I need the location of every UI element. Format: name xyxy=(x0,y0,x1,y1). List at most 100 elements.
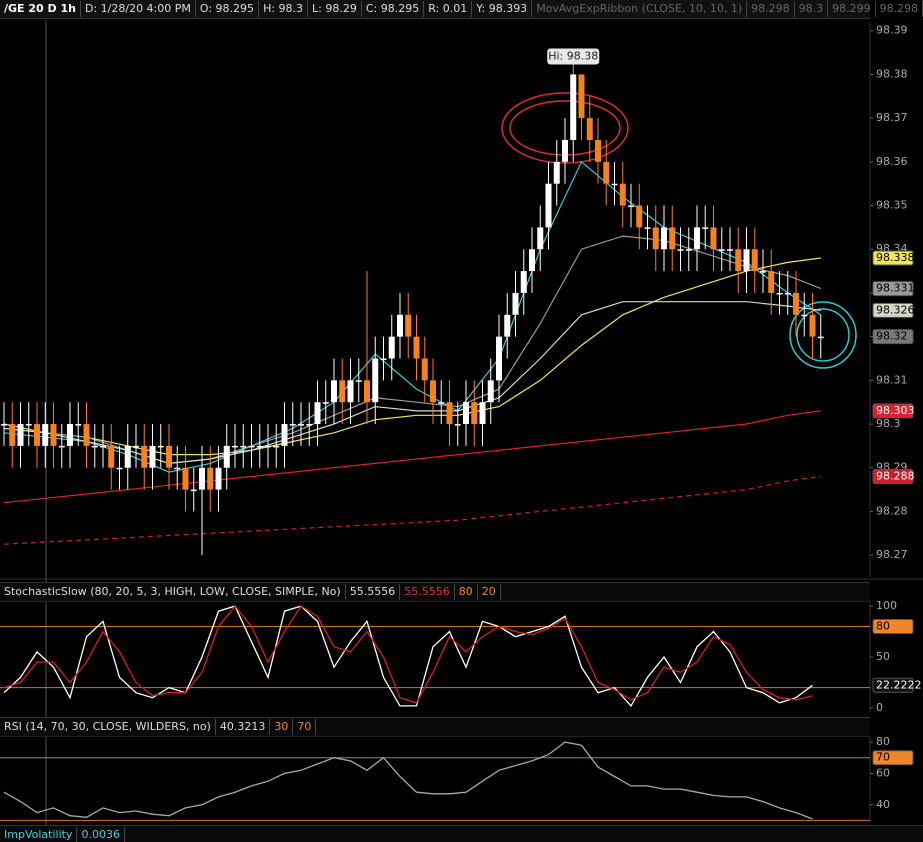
candle-body xyxy=(751,249,758,272)
moving-average xyxy=(3,301,821,465)
candle-body xyxy=(545,183,552,228)
candle-body xyxy=(149,445,156,468)
candle-body xyxy=(157,445,164,448)
readout: 0.0036 xyxy=(77,827,125,842)
y-tick-label: 98.31 xyxy=(876,373,908,386)
candle-body xyxy=(322,402,329,404)
candle-body xyxy=(743,249,750,272)
candle-body xyxy=(537,227,544,250)
candle-body xyxy=(677,249,684,251)
candle-body xyxy=(801,314,808,317)
candle-body xyxy=(133,445,139,448)
y-tick-label: 98.3 xyxy=(876,417,901,430)
candle-body xyxy=(314,402,321,425)
readout: 40.3213 xyxy=(216,719,271,735)
candle-body xyxy=(34,424,40,446)
y-tick-label: 100 xyxy=(876,599,897,612)
candle-body xyxy=(199,467,205,490)
candle-body xyxy=(25,424,32,426)
candle-body xyxy=(281,424,288,446)
value-box xyxy=(872,302,914,318)
candle-body xyxy=(42,424,49,446)
candle-body xyxy=(702,227,709,229)
field: O: 98.295 xyxy=(196,1,260,17)
value-box-label: 98.331 xyxy=(876,282,915,295)
value-box-label: 98.288 xyxy=(876,469,915,482)
y-tick-label: 50 xyxy=(876,650,890,663)
candle-body xyxy=(364,380,370,403)
symbol[interactable]: /GE 20 D 1h xyxy=(0,1,81,17)
value-box xyxy=(872,403,914,419)
candle-body xyxy=(438,402,445,404)
candle-body xyxy=(223,445,230,468)
value-box xyxy=(872,468,914,484)
candle-body xyxy=(553,161,560,184)
study-value: 98.3 xyxy=(795,1,829,17)
candle-body xyxy=(182,467,189,490)
candle-body xyxy=(809,314,816,337)
candle-body xyxy=(347,380,354,403)
y-tick-label: 98.38 xyxy=(876,67,908,80)
candle-body xyxy=(339,380,346,403)
candle-body xyxy=(174,467,181,470)
candle-body xyxy=(685,249,692,251)
study-value: 98.298 xyxy=(747,1,795,17)
moving-average xyxy=(3,410,821,504)
level: 20 xyxy=(478,584,501,600)
candle-body xyxy=(256,445,263,448)
candle-body xyxy=(355,380,362,382)
candle-body xyxy=(289,424,296,426)
candle-body xyxy=(248,445,255,448)
candle-body xyxy=(124,445,131,468)
annotation: Hi: 98.38 xyxy=(548,49,598,62)
field: H: 98.3 xyxy=(259,1,309,17)
candle-body xyxy=(108,445,115,468)
y-tick-label: 40 xyxy=(876,798,890,811)
candle-body xyxy=(9,424,16,446)
candle-body xyxy=(644,227,651,229)
value-box xyxy=(872,677,914,693)
candle-body xyxy=(116,467,123,470)
candle-body xyxy=(652,227,659,250)
study-value: 98.298 xyxy=(876,1,923,17)
value-box xyxy=(872,329,914,345)
moving-average xyxy=(3,257,821,456)
candle-body xyxy=(471,402,478,425)
candle-body xyxy=(735,249,742,272)
candle-body xyxy=(727,249,733,251)
candle-body xyxy=(817,336,824,339)
level: 80 xyxy=(455,584,478,600)
candle-body xyxy=(479,402,486,425)
candle-body xyxy=(58,445,65,448)
readout: 55.5556 xyxy=(346,584,401,600)
y-tick-label: 98.27 xyxy=(876,548,908,561)
candle-body xyxy=(1,424,7,426)
candle-body xyxy=(413,336,420,359)
y-tick-label: 98.35 xyxy=(876,199,908,212)
candle-body xyxy=(784,292,791,295)
y-tick-label: 0 xyxy=(876,701,883,714)
candle-body xyxy=(529,249,535,272)
value-box xyxy=(872,250,914,266)
candle-body xyxy=(760,271,766,273)
value-box-label: 98.338 xyxy=(876,251,915,264)
candle-body xyxy=(776,292,783,295)
study-title: ImpVolatility xyxy=(0,827,78,842)
candle-body xyxy=(75,424,82,426)
candle-body xyxy=(306,424,313,426)
candle-body xyxy=(454,424,461,426)
candle-body xyxy=(603,161,610,184)
candle-body xyxy=(331,380,337,403)
candle-body xyxy=(265,445,271,448)
candle-body xyxy=(100,445,106,448)
field: C: 98.295 xyxy=(362,1,425,17)
study: MovAvgExpRibbon (CLOSE, 10, 10, 1) xyxy=(532,1,748,17)
indicator-line xyxy=(3,741,813,820)
value-box-label: 22.2222 xyxy=(876,678,922,691)
candle-body xyxy=(17,424,24,446)
candle-body xyxy=(166,445,172,468)
candle-body xyxy=(421,358,428,381)
highlight-circle xyxy=(796,308,850,362)
candle-body xyxy=(91,445,98,448)
value-box-label: 98.326 xyxy=(876,303,915,316)
